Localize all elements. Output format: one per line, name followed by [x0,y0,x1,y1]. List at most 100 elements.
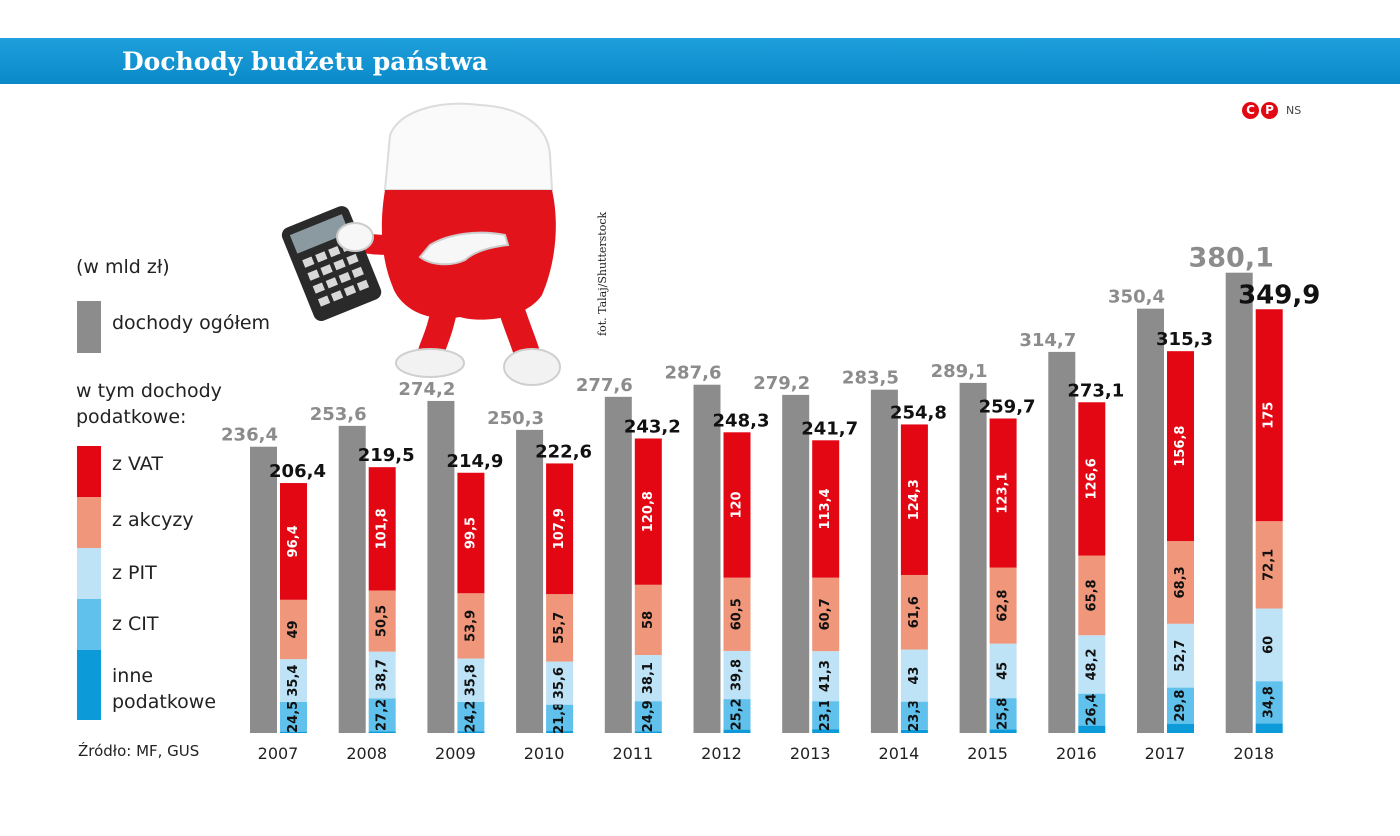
akcyza-label-2018: 72,1 [1262,549,1277,581]
tax-total-label-2017: 315,3 [1156,329,1213,350]
inne-segment-2014 [900,729,928,733]
pit-label-2017: 52,7 [1173,640,1188,672]
inne-segment-2016 [1078,725,1106,733]
vat-segment-2018 [1255,309,1283,522]
inne-segment-2008 [368,731,396,733]
pit-segment-2008 [368,651,396,699]
cit-label-2018: 34,8 [1262,686,1277,718]
vat-segment-2007 [280,483,307,600]
year-label-2007: 2007 [258,744,299,763]
vat-label-2018: 175 [1262,402,1277,429]
akcyza-label-2015: 62,8 [996,590,1011,622]
total-bar-2013 [782,394,810,733]
header-band [0,38,1400,84]
year-label-2010: 2010 [524,744,565,763]
legend-subheader: w tym dochody podatkowe: [76,380,222,428]
year-label-2011: 2011 [612,744,653,763]
vat-label-2011: 120,8 [641,491,656,532]
vat-segment-2012 [723,432,751,578]
legend-swatch-akcyza [77,497,101,549]
inne-segment-2011 [634,731,662,733]
vat-segment-2009 [457,472,485,594]
akcyza-segment-2016 [1078,555,1106,636]
total-bar-2011 [604,396,632,733]
legend-swatch-pit [77,548,101,600]
total-label-2011: 277,6 [576,375,633,396]
total-label-2008: 253,6 [310,404,367,425]
year-label-2016: 2016 [1056,744,1097,763]
legend-swatch-inne [77,650,101,720]
pit-label-2008: 38,7 [375,659,390,691]
vat-segment-2014 [900,424,928,575]
vat-label-2012: 120 [730,491,745,518]
akcyza-segment-2012 [723,577,751,651]
cit-label-2012: 25,2 [730,698,745,730]
akcyza-segment-2009 [457,593,485,659]
akcyza-segment-2017 [1167,541,1194,624]
mascot-illustration [281,102,561,386]
cit-segment-2012 [723,699,751,730]
vat-segment-2008 [368,467,396,591]
inne-segment-2009 [457,731,485,733]
total-label-2007: 236,4 [221,425,278,446]
pit-segment-2014 [900,649,928,702]
pit-label-2014: 43 [907,667,922,685]
total-bar-2007 [250,446,277,733]
year-label-2009: 2009 [435,744,476,763]
total-label-2010: 250,3 [487,408,544,429]
year-label-2015: 2015 [967,744,1008,763]
total-label-2014: 283,5 [842,368,899,389]
akcyza-segment-2014 [900,574,928,650]
tax-total-label-2008: 219,5 [358,445,415,466]
akcyza-label-2013: 60,7 [818,598,833,630]
cit-segment-2017 [1167,687,1194,724]
cit-segment-2014 [900,701,928,730]
cit-label-2014: 23,3 [907,700,922,732]
pit-segment-2013 [812,651,840,702]
tax-total-label-2013: 241,7 [801,418,858,439]
copyright-icon: C [1242,101,1259,119]
akcyza-label-2014: 61,6 [907,596,922,628]
total-bar-2015 [959,382,987,733]
year-label-2017: 2017 [1145,744,1186,763]
akcyza-segment-2008 [368,590,396,652]
legend-label-pit: z PIT [112,562,157,584]
akcyza-segment-2018 [1255,521,1283,609]
vat-segment-2015 [989,418,1017,568]
cit-label-2013: 23,1 [818,699,833,731]
akcyza-label-2011: 58 [641,611,656,629]
akcyza-label-2009: 53,9 [463,610,478,642]
total-bar-2009 [427,400,455,733]
cit-label-2008: 27,2 [375,699,390,731]
total-bar-2014 [870,389,898,733]
legend-label-cit: z CIT [112,613,159,635]
pit-label-2016: 48,2 [1084,648,1099,680]
pit-label-2007: 35,4 [286,665,301,697]
legend-label-total: dochody ogółem [112,312,271,334]
year-label-2018: 2018 [1233,744,1274,763]
pit-label-2018: 60 [1262,636,1277,654]
cit-label-2015: 25,8 [996,698,1011,730]
vat-segment-2010 [546,463,574,595]
vat-label-2015: 123,1 [996,472,1011,513]
pit-label-2015: 45 [996,662,1011,680]
pit-label-2009: 35,8 [463,664,478,696]
pit-segment-2012 [723,650,751,700]
akcyza-segment-2013 [812,577,840,652]
pit-segment-2016 [1078,635,1106,694]
cit-label-2010: 21,8 [552,702,567,734]
tax-total-label-2007: 206,4 [269,461,326,482]
total-bar-2012 [693,384,721,733]
pit-segment-2007 [280,659,307,702]
total-bar-2010 [516,429,544,733]
akcyza-segment-2010 [546,594,574,662]
pit-label-2010: 35,6 [552,667,567,699]
tax-total-label-2014: 254,8 [890,402,947,423]
vat-label-2010: 107,9 [552,508,567,549]
akcyza-segment-2007 [280,599,307,660]
akcyza-segment-2015 [989,567,1017,644]
cit-segment-2018 [1255,681,1283,724]
cit-segment-2016 [1078,693,1106,726]
legend-label-akcyza: z akcyzy [112,509,194,531]
akcyza-label-2007: 49 [286,620,301,638]
